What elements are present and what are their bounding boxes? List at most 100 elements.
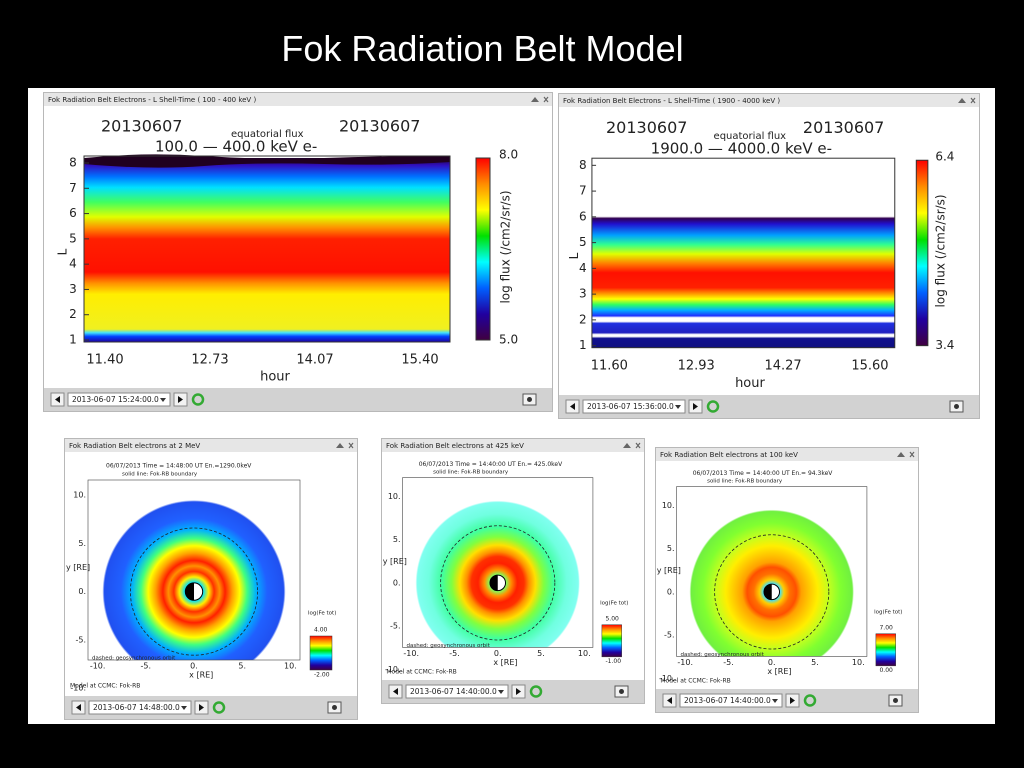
y-tick-label: 1 [69,333,77,347]
panel-header-title: Fok Radiation Belt electrons at 2 MeV [69,442,200,450]
x-tick-label: 0. [190,662,198,671]
plot-frame [83,155,451,343]
refresh-button[interactable] [191,393,205,406]
time-dropdown[interactable] [405,684,509,699]
solid-line-note: solid line: Fok-RB boundary [122,472,198,478]
x-tick-label: -10. [403,649,419,658]
dropdown-arrow [181,706,187,710]
x-tick-label: 5. [238,662,246,671]
y-tick-label: 1 [579,338,587,352]
collapse-button[interactable] [336,443,344,448]
widget-panel: Fok Radiation Belt electrons at 100 keV 0… [655,447,919,713]
x-tick-label: -5. [723,658,734,667]
panel-header [559,94,979,107]
colorbar-label: log(Fe tot) [600,601,628,607]
date-right: 20130607 [339,117,420,136]
date-left: 20130607 [606,118,687,137]
panel-header [656,448,918,461]
collapse-button[interactable] [531,97,539,102]
panel-header [44,93,552,106]
colorbar-min: 0.00 [879,667,893,674]
next-arrow [178,396,183,403]
camera-lens [619,689,624,694]
x-tick-label: 11.60 [591,359,628,374]
y-tick-label: 5. [667,544,675,553]
energy-range: 1900.0 — 4000.0 keV e- [651,140,832,158]
collapse-button[interactable] [958,98,966,103]
y-tick-label: 0. [393,578,401,587]
refresh-button[interactable] [529,685,543,698]
colorbar [475,157,491,341]
y-tick-label: 8 [69,156,77,170]
time-dropdown-text: 2013-06-07 14:40:00.0 [684,696,771,705]
energy-range: 100.0 — 400.0 keV e- [155,138,317,156]
y-tick-label: 5 [579,235,587,249]
dropdown-arrow [498,690,504,694]
colorbar-label: log flux (/cm2/sr/s) [934,194,948,307]
refresh-button[interactable] [706,400,720,413]
y-tick-label: 7 [579,184,587,198]
time-dropdown[interactable] [67,392,171,407]
x-tick-label: -5. [449,649,460,658]
collapse-button[interactable] [623,443,631,448]
panel-header [382,439,644,452]
dropdown-arrow [675,405,681,409]
model-note: Model at CCMC: Fok-RB [70,683,140,690]
y-tick-label: 3 [579,287,587,301]
colorbar [875,633,896,667]
x-axis-label: x [RE] [493,658,517,667]
y-tick-label: 5 [69,231,77,245]
earth-night [489,575,498,591]
solid-line-note: solid line: Fok-RB boundary [707,478,783,484]
y-tick-label: 5. [78,539,86,548]
next-arrow [693,403,698,410]
widget-panel: Fok Radiation Belt Electrons - L Shell-T… [43,92,553,412]
x-tick-label: -10. [677,658,693,667]
dropdown-arrow [160,398,166,402]
y-tick-label: 8 [579,158,587,172]
time-dropdown[interactable] [582,399,686,414]
y-tick-label: 5. [393,535,401,544]
flux-image [591,160,895,348]
plot-frame [676,486,868,657]
refresh-button[interactable] [803,694,817,707]
time-dropdown[interactable] [679,693,783,708]
y-tick-label: 3 [69,282,77,296]
collapse-button[interactable] [897,452,905,457]
x-tick-label: 10. [852,658,865,667]
close-button[interactable] [970,97,976,104]
colorbar-min: 5.0 [499,333,518,347]
close-button[interactable] [909,451,915,458]
close-button[interactable] [348,442,354,449]
close-button[interactable] [543,96,549,103]
colorbar-min: -2.00 [314,672,330,679]
refresh-button[interactable] [212,701,226,714]
camera-lens [954,404,959,409]
x-axis-label: x [RE] [189,671,213,680]
x-tick-label: 12.73 [191,353,228,368]
close-button[interactable] [635,442,641,449]
widget-panel: Fok Radiation Belt electrons at 425 keV 0… [381,438,645,704]
flux-image [84,158,450,342]
dashed-line-note: dashed: geosynchronous orbit [681,652,765,658]
y-tick-label: 10. [388,492,401,501]
time-dropdown-text: 2013-06-07 15:24:00.0 [72,395,159,404]
x-tick-label: 14.27 [764,359,801,374]
colorbar-max: 4.00 [314,627,328,634]
camera-lens [332,705,337,710]
x-tick-label: 0. [768,658,776,667]
model-note: Model at CCMC: Fok-RB [386,668,456,675]
colorbar-min: 3.4 [935,338,954,352]
y-axis-label: y [RE] [66,563,90,572]
x-axis-label: x [RE] [767,667,791,676]
dropdown-arrow [772,699,778,703]
plot-subtitle: equatorial flux [714,131,787,142]
colorbar [309,635,333,671]
orbit-map [102,500,286,660]
time-dropdown[interactable] [88,700,192,715]
panel-footer [44,388,552,411]
plot-subtitle: equatorial flux [231,129,304,140]
flux-disk [102,500,286,660]
slide-title: Fok Radiation Belt Model [281,28,684,69]
